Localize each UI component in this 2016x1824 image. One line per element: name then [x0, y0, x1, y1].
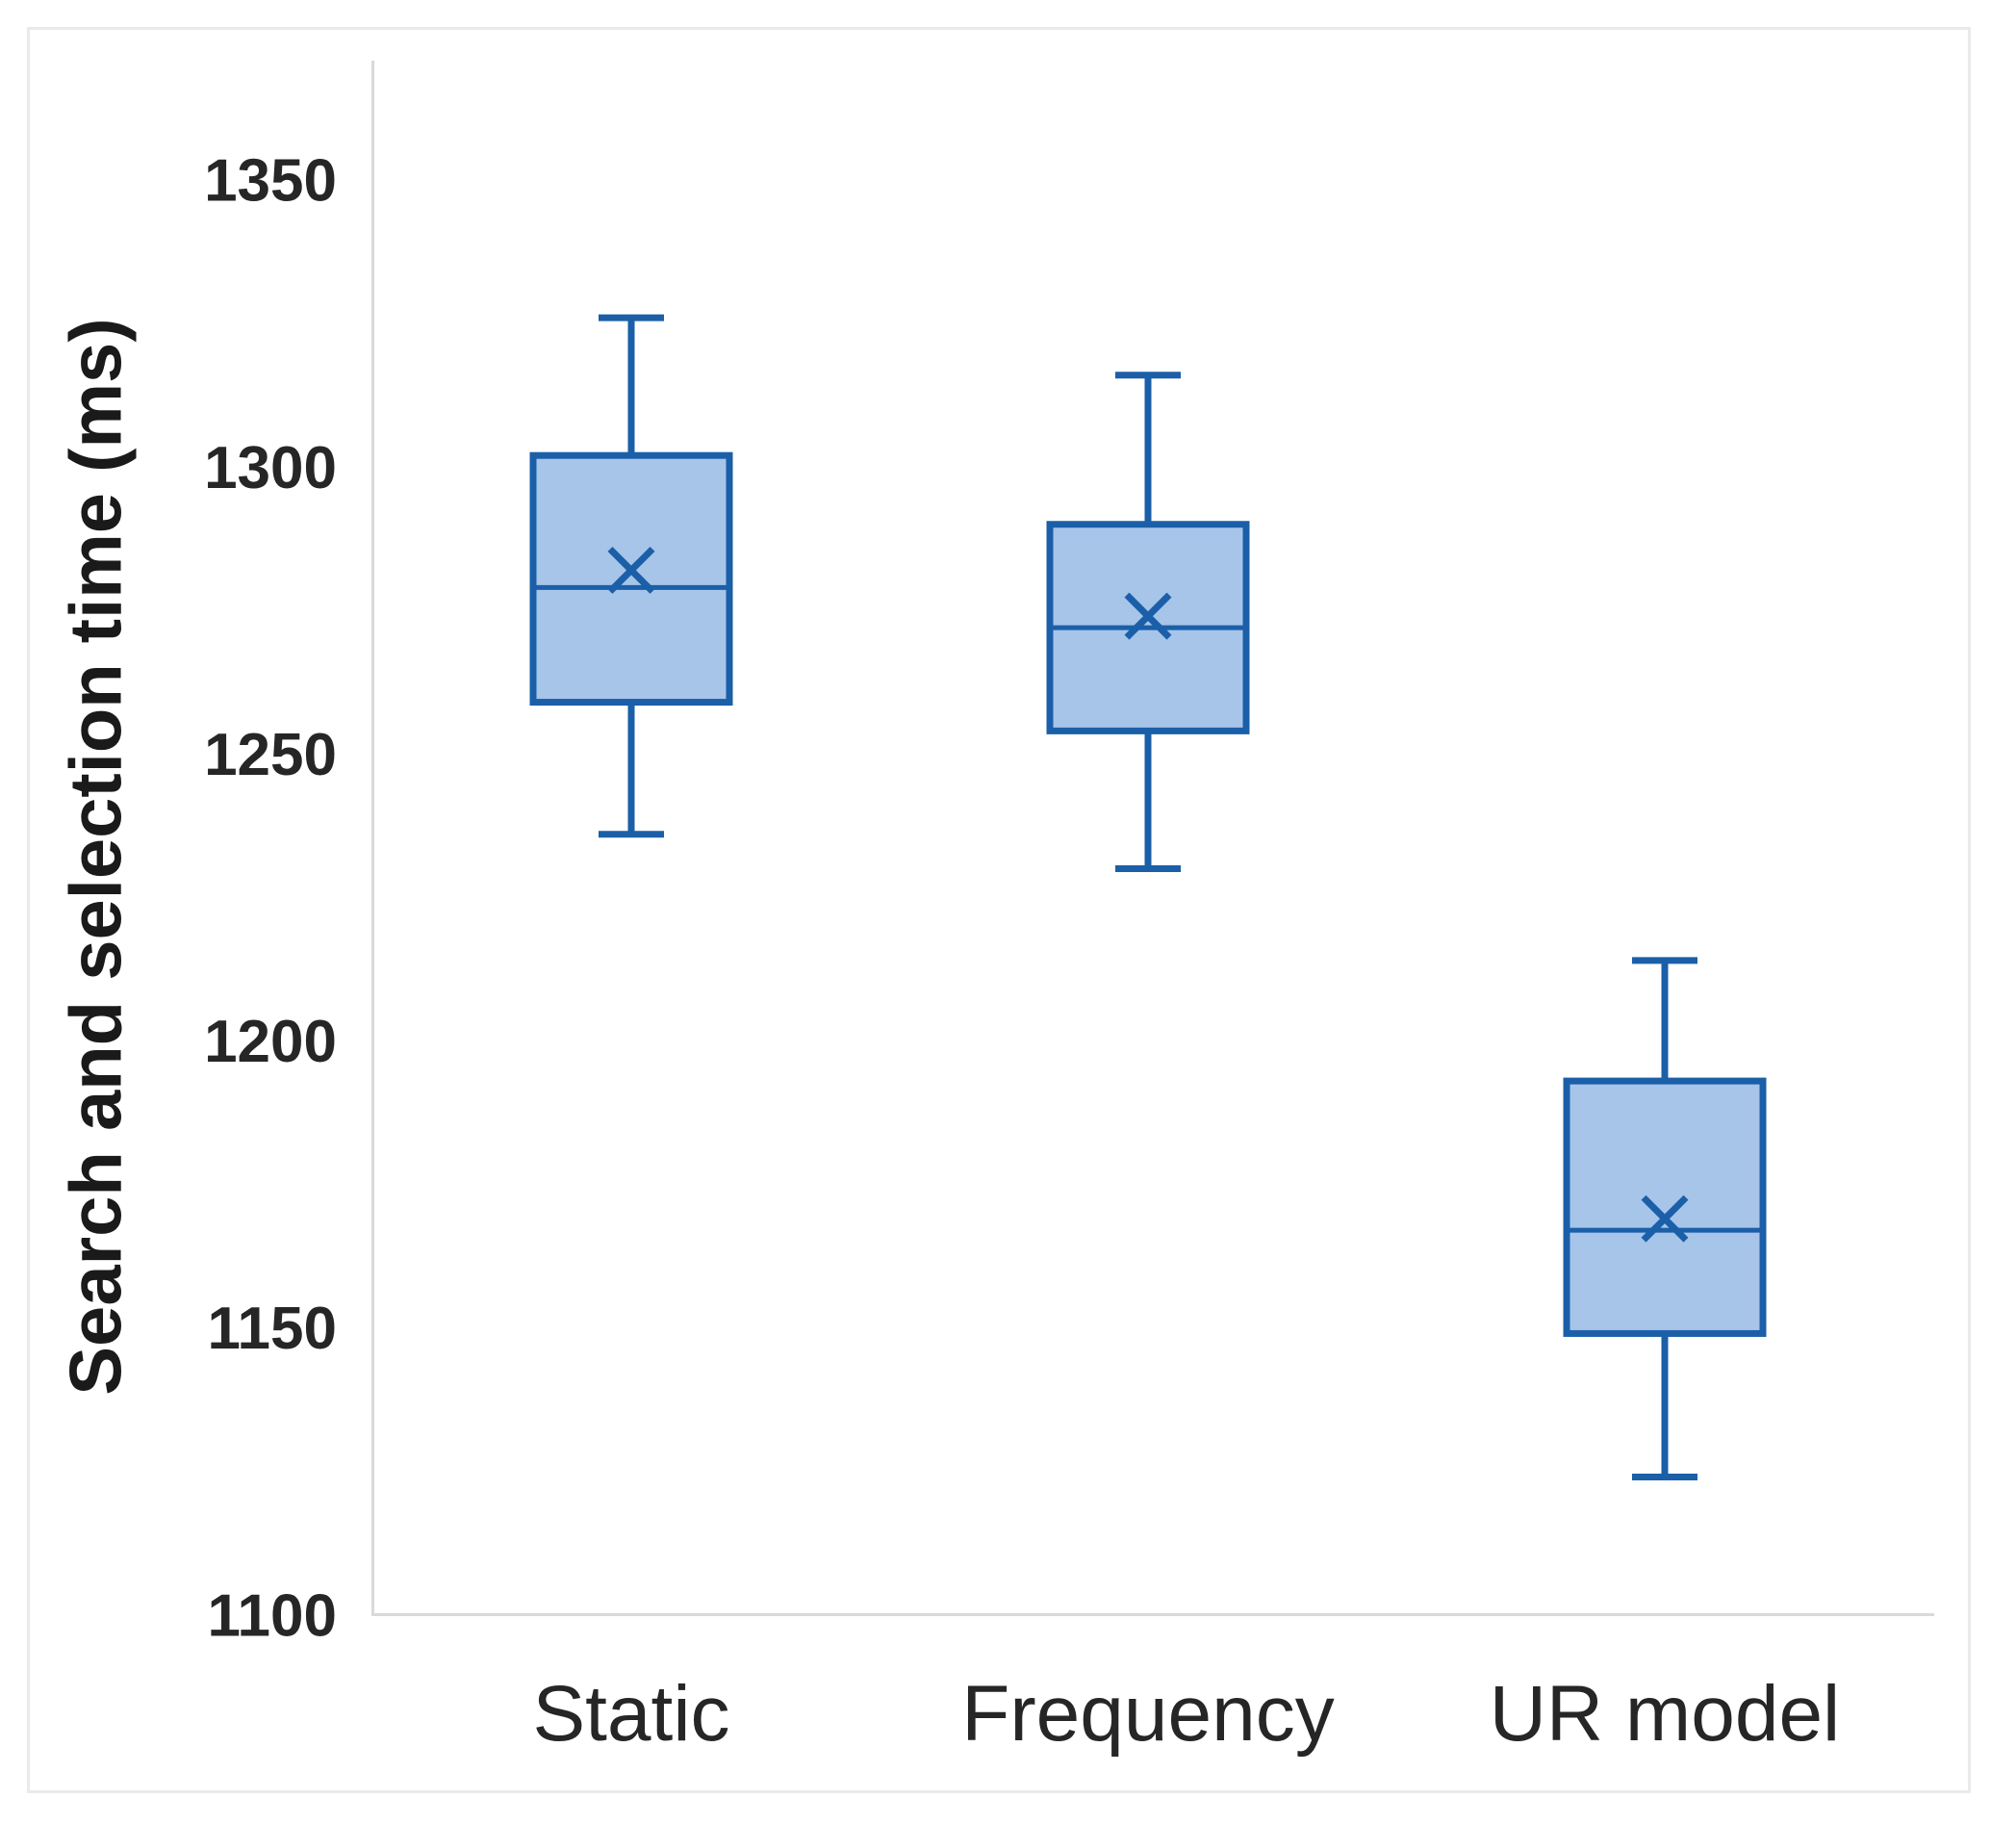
x-category-label: UR model	[1490, 1670, 1841, 1758]
y-tick-label: 1350	[204, 148, 337, 215]
iqr-box	[1563, 1077, 1767, 1337]
y-tick-label: 1250	[204, 722, 337, 788]
y-tick-label: 1200	[204, 1009, 337, 1075]
x-category-label: Frequency	[961, 1670, 1334, 1758]
y-axis-line	[371, 61, 374, 1616]
iqr-box	[529, 451, 733, 706]
box-group-static	[529, 314, 733, 838]
y-tick-label: 1100	[207, 1582, 337, 1649]
mean-marker	[607, 546, 655, 594]
y-tick-label: 1300	[204, 435, 337, 501]
box-group-frequency	[1046, 372, 1250, 872]
x-axis-line	[371, 1613, 1934, 1616]
y-tick-label: 1150	[207, 1296, 337, 1362]
mean-marker	[1641, 1195, 1689, 1243]
box-group-ur-model	[1563, 957, 1767, 1481]
x-category-label: Static	[532, 1670, 729, 1758]
mean-marker	[1124, 592, 1172, 640]
